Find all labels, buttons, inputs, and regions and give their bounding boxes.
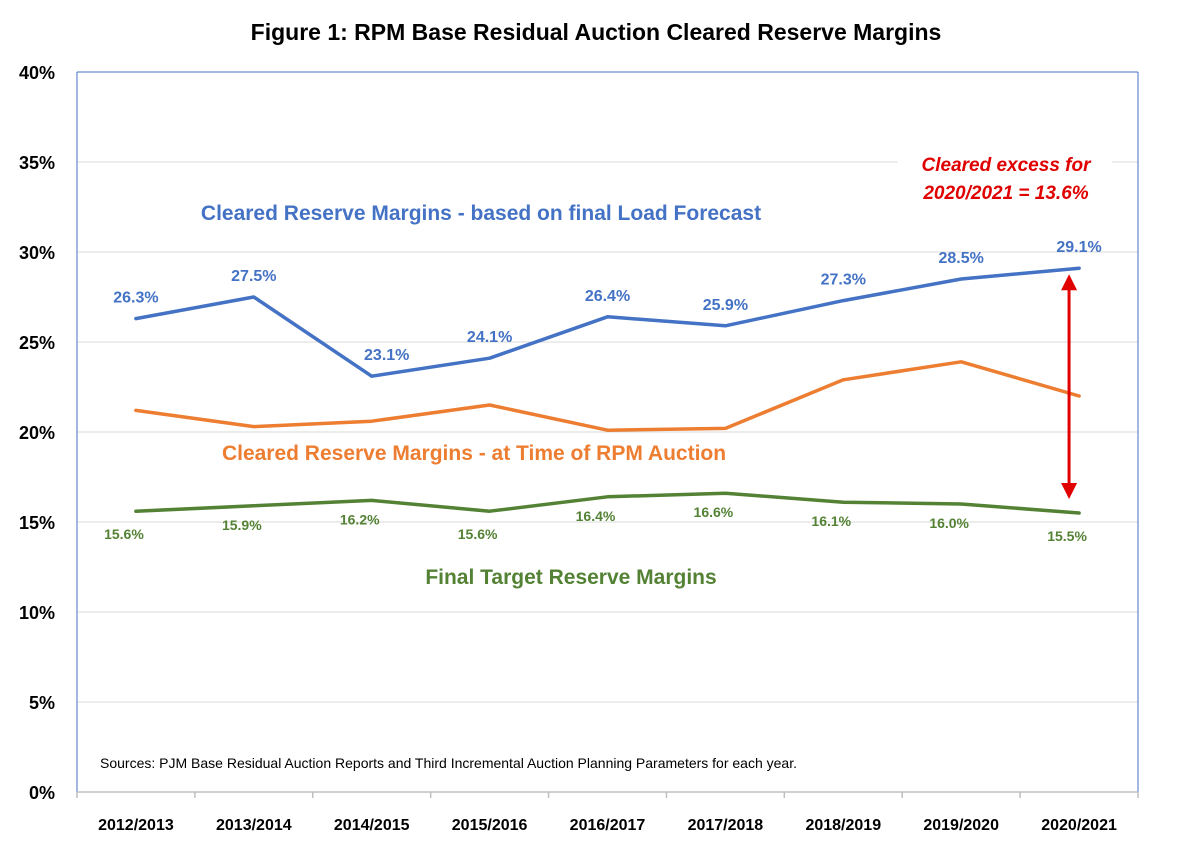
data-label-cleared-final: 27.3%: [821, 272, 866, 289]
y-tick-label: 30%: [19, 243, 55, 263]
x-tick-label: 2014/2015: [334, 817, 410, 834]
x-tick-label: 2020/2021: [1041, 817, 1117, 834]
x-tick-label: 2012/2013: [98, 817, 174, 834]
y-tick-label: 10%: [19, 603, 55, 623]
data-label-cleared-final: 26.4%: [585, 288, 630, 305]
data-label-cleared-final: 24.1%: [467, 329, 512, 346]
data-labels: 26.3% 27.5% 23.1% 24.1% 26.4% 25.9% 27.3% 28.5%…: [104, 202, 1102, 589]
x-tick-label: 2016/2017: [570, 817, 646, 834]
y-tick-label: 5%: [29, 693, 55, 713]
data-label-target: 15.6%: [104, 526, 144, 542]
chart-title: Figure 1: RPM Base Residual Auction Clea…: [251, 19, 942, 45]
y-tick-label: 0%: [29, 783, 55, 803]
annotation-text: 2020/2021 = 13.6%: [922, 183, 1088, 204]
x-tick-label: 2013/2014: [216, 817, 292, 834]
data-label-target: 15.6%: [458, 526, 498, 542]
grid: [77, 161, 1138, 703]
data-label-cleared-final: 27.5%: [231, 268, 276, 285]
x-tick-label: 2018/2019: [805, 817, 881, 834]
series-name-target: Final Target Reserve Margins: [425, 566, 716, 589]
series-line-cleared-auction: [134, 360, 1081, 432]
y-tick-label: 40%: [19, 63, 55, 83]
source-note: Sources: PJM Base Residual Auction Repor…: [100, 755, 797, 771]
data-label-target: 16.2%: [340, 511, 380, 527]
data-label-target: 15.5%: [1047, 528, 1087, 544]
series-line-cleared-final: [134, 266, 1081, 378]
series-name-cleared-auction: Cleared Reserve Margins - at Time of RPM…: [222, 442, 726, 465]
x-tick-label: 2017/2018: [688, 817, 764, 834]
annotation: Cleared excess for 2020/2021 = 13.6%: [898, 146, 1112, 499]
y-tick-label: 25%: [19, 333, 55, 353]
x-tick-label: 2015/2016: [452, 817, 528, 834]
annotation-text: Cleared excess for: [922, 155, 1093, 176]
axes: 0% 5% 10% 15% 20% 25% 30% 35% 40% 2012/2013 2013/2…: [19, 63, 1139, 834]
y-tick-label: 20%: [19, 423, 55, 443]
annotation-arrow-head-down: [1061, 483, 1078, 499]
data-label-cleared-final: 29.1%: [1056, 239, 1101, 256]
data-label-cleared-final: 23.1%: [364, 347, 409, 364]
data-label-cleared-final: 25.9%: [703, 297, 748, 314]
y-tick-label: 15%: [19, 513, 55, 533]
annotation-arrow-head-up: [1061, 274, 1078, 291]
data-label-cleared-final: 28.5%: [938, 250, 983, 267]
y-tick-label: 35%: [19, 153, 55, 173]
data-label-target: 15.9%: [222, 517, 262, 533]
data-label-cleared-final: 26.3%: [113, 290, 158, 307]
data-label-target: 16.6%: [694, 504, 734, 520]
data-label-target: 16.4%: [576, 508, 616, 524]
series-line-target: [134, 491, 1081, 515]
x-tick-label: 2019/2020: [923, 817, 999, 834]
series: [134, 266, 1081, 515]
data-label-target: 16.1%: [811, 513, 851, 529]
annotation-box: [898, 146, 1112, 208]
plot-frame: [76, 71, 1139, 793]
data-label-target: 16.0%: [929, 515, 969, 531]
series-name-cleared-final: Cleared Reserve Margins - based on final…: [201, 202, 761, 225]
